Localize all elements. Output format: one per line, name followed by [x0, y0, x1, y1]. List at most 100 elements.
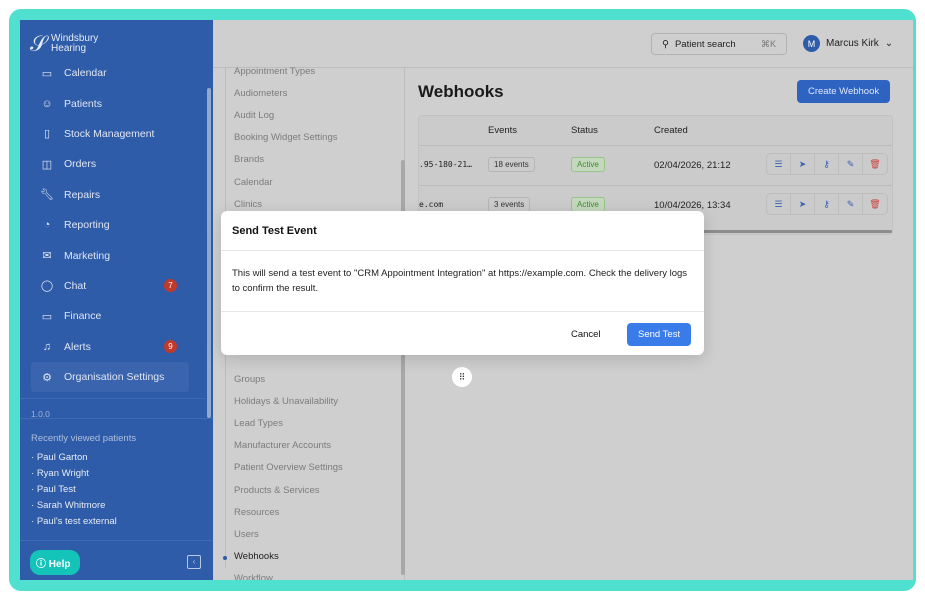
sidebar-nav: ▭ Calendar ☺ Patients ▯ Stock Management ◫ Orde… [20, 58, 206, 403]
card-icon: ▭ [41, 310, 53, 323]
sidebar-item-marketing[interactable]: ✉ Marketing [20, 240, 206, 270]
pencil-icon[interactable]: ✎ [839, 154, 863, 174]
collapse-sidebar-icon[interactable]: ‹ [187, 555, 201, 569]
brand-name: Windsbury [51, 33, 99, 44]
sidebar-item-label: Repairs [64, 188, 101, 201]
sidebar: 𝒮 Windsbury Hearing ▭ Calendar ☺ Patients ▯ St… [20, 20, 213, 580]
sidebar-item-finance[interactable]: ▭ Finance [20, 301, 206, 331]
recent-patients: Recently viewed patients · Paul Garton · … [20, 418, 213, 544]
settings-nav-item[interactable]: Manufacturer Accounts [234, 440, 332, 452]
bell-icon: ♫ [42, 340, 52, 353]
settings-scrollbar[interactable] [401, 160, 405, 575]
brand-logo: 𝒮 Windsbury Hearing [20, 20, 213, 68]
recent-patient-link[interactable]: · Paul Test [31, 484, 76, 495]
sidebar-item-stock-management[interactable]: ▯ Stock Management [20, 119, 206, 149]
webhook-url: e.com [419, 200, 444, 209]
sidebar-scrollbar[interactable] [207, 88, 211, 418]
list-icon[interactable]: ☰ [767, 194, 791, 214]
settings-nav-item[interactable]: Users [234, 528, 259, 540]
key-icon[interactable]: ⚷ [815, 194, 839, 214]
sidebar-footer: ⓘ Help ‹ [20, 540, 213, 580]
sidebar-item-label: Patients [64, 97, 102, 110]
recent-patient-link[interactable]: · Paul's test external [31, 516, 117, 527]
sidebar-item-reporting[interactable]: ◔ Reporting [20, 210, 206, 240]
recent-patient-link[interactable]: · Paul Garton [31, 452, 88, 463]
row-actions: ☰ ➤ ⚷ ✎ 🗑︎ [766, 193, 888, 215]
help-button[interactable]: ⓘ Help [30, 550, 81, 575]
chat-icon: ◯ [40, 280, 54, 293]
user-menu[interactable]: M Marcus Kirk ⌄ [803, 35, 893, 52]
settings-nav-item[interactable]: Appointment Types [234, 66, 316, 77]
settings-nav-item[interactable]: Brands [234, 154, 265, 166]
settings-nav-item[interactable]: Booking Widget Settings [234, 132, 338, 144]
recent-title: Recently viewed patients [31, 433, 137, 444]
dialog-title: Send Test Event [221, 211, 704, 251]
sidebar-item-patients[interactable]: ☺ Patients [20, 88, 206, 118]
key-icon[interactable]: ⚷ [815, 154, 839, 174]
patient-search-button[interactable]: ⚲ Patient search ⌘K [651, 33, 787, 55]
app-version: 1.0.0 [20, 398, 206, 429]
patient-name: Ryan Wright [36, 468, 89, 479]
sidebar-item-label: Alerts [64, 340, 91, 353]
column-header: Created [654, 125, 688, 136]
settings-nav-item[interactable]: Webhooks [234, 550, 279, 562]
send-icon[interactable]: ➤ [791, 194, 815, 214]
settings-nav-item[interactable]: Groups [234, 374, 266, 385]
cancel-button[interactable]: Cancel [571, 329, 601, 340]
settings-nav-item[interactable]: Audit Log [234, 110, 275, 122]
search-label: Patient search [674, 38, 736, 50]
created-date: 10/04/2026, 13:34 [654, 200, 731, 211]
settings-nav-item[interactable]: Holidays & Unavailability [234, 396, 339, 408]
sidebar-item-organisation-settings[interactable]: ⚙ Organisation Settings [31, 361, 189, 393]
pencil-icon[interactable]: ✎ [839, 194, 863, 214]
settings-nav-item[interactable]: Workflow [234, 572, 273, 580]
settings-nav-item[interactable]: Resources [234, 506, 280, 518]
settings-nav-item[interactable]: Products & Services [234, 484, 320, 496]
sidebar-item-calendar[interactable]: ▭ Calendar [20, 58, 206, 88]
question-icon: ⓘ [36, 559, 46, 570]
create-webhook-button[interactable]: Create Webhook [797, 80, 891, 103]
user-name: Marcus Kirk [826, 38, 879, 49]
sidebar-item-chat[interactable]: ◯ Chat 7 [20, 271, 206, 301]
sidebar-item-label: Reporting [64, 219, 110, 232]
sidebar-item-repairs[interactable]: 🔧︎ Repairs [20, 180, 206, 210]
clipboard-icon: ▯ [43, 128, 51, 141]
smiley-icon: ☺ [41, 97, 53, 110]
trash-icon[interactable]: 🗑︎ [869, 158, 881, 169]
row-actions: ☰ ➤ ⚷ ✎ 🗑︎ [766, 153, 888, 175]
trash-icon[interactable]: 🗑︎ [869, 198, 881, 209]
search-icon: ⚲ [662, 38, 669, 50]
sidebar-item-label: Chat [64, 279, 87, 292]
count-badge: 9 [164, 340, 177, 354]
sidebar-item-orders[interactable]: ◫ Orders [20, 149, 206, 179]
send-test-dialog: Send Test Event This will send a test ev… [221, 211, 704, 355]
brand-name-2: Hearing [51, 43, 87, 54]
webhook-url: .95-180-21… [419, 160, 472, 169]
recent-patient-link[interactable]: · Ryan Wright [31, 468, 89, 479]
send-test-button[interactable]: Send Test [627, 323, 692, 346]
status-badge: Active [571, 157, 605, 172]
settings-nav-item[interactable]: Patient Overview Settings [234, 462, 343, 474]
created-date: 02/04/2026, 21:12 [654, 160, 731, 171]
recent-patient-link[interactable]: · Sarah Whitmore [31, 500, 106, 511]
dialog-body: This will send a test event to "CRM Appo… [221, 251, 704, 312]
wrench-icon: 🔧︎ [40, 189, 54, 202]
settings-nav-item[interactable]: Lead Types [234, 418, 283, 430]
list-icon[interactable]: ☰ [767, 154, 791, 174]
page-title: Webhooks [418, 82, 504, 101]
patient-name: Paul's test external [36, 516, 117, 527]
sidebar-item-alerts[interactable]: ♫ Alerts 9 [20, 332, 206, 362]
settings-nav-item[interactable]: Calendar [234, 176, 273, 188]
patient-name: Paul Garton [36, 452, 88, 463]
chevron-down-icon: ⌄ [884, 38, 894, 49]
sidebar-item-label: Calendar [64, 67, 107, 80]
pie-chart-icon: ◔ [43, 219, 51, 232]
drag-handle-icon[interactable]: ⠿ [452, 367, 472, 387]
send-icon[interactable]: ➤ [791, 154, 815, 174]
sidebar-item-label: Finance [64, 310, 102, 323]
settings-nav-item[interactable]: Audiometers [234, 88, 288, 100]
calendar-icon: ▭ [41, 67, 53, 80]
shortcut-hint: ⌘K [760, 38, 776, 49]
mail-icon: ✉ [42, 250, 52, 263]
settings-nav-item[interactable]: Clinics [234, 198, 262, 210]
